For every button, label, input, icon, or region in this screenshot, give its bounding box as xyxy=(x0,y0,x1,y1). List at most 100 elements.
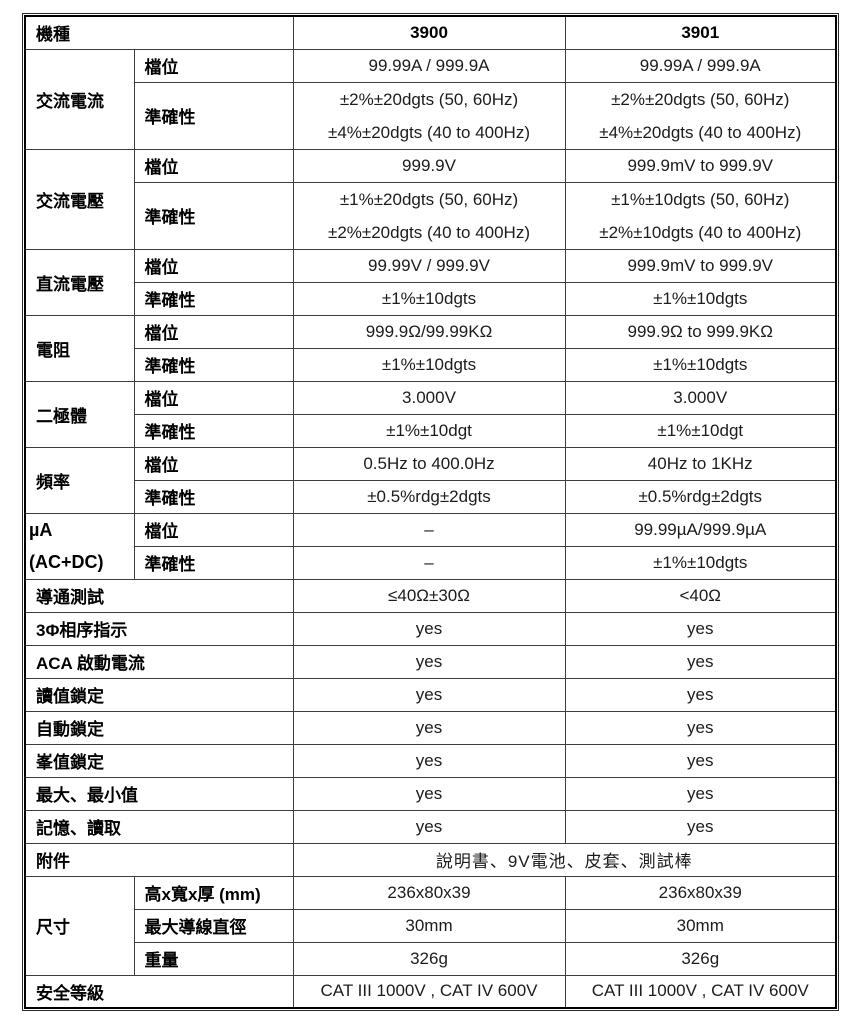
model-3900-header: 3900 xyxy=(292,15,566,50)
cell-dimensions-hwd-3900: 236x80x39 xyxy=(292,875,566,910)
cell-memory-read-3901: yes xyxy=(564,809,837,844)
resistance-range-label: 檔位 xyxy=(133,314,294,349)
accuracy-line: ±2%±20dgts (50, 60Hz) xyxy=(611,89,790,109)
accessories-label: 附件 xyxy=(24,842,294,877)
ac-current-range-row: 交流電流 檔位 99.99A / 999.9A 99.99A / 999.9A xyxy=(24,48,837,150)
cell-max-min-3900: yes xyxy=(292,776,566,811)
resistance-accuracy-label: 準確性 xyxy=(133,347,294,382)
cell-phase-sequence-3901: yes xyxy=(564,611,837,646)
dimensions-category: 尺寸 xyxy=(24,875,135,976)
cell-data-hold-3900: yes xyxy=(292,677,566,712)
cell-ac-voltage-accuracy-3900: ±1%±20dgts (50, 60Hz) ±2%±20dgts (40 to … xyxy=(292,181,566,250)
dc-voltage-range-row: 直流電壓 檔位 99.99V / 999.9V 999.9mV to 999.9… xyxy=(24,248,837,316)
cell-frequency-range-3901: 40Hz to 1KHz xyxy=(564,446,837,481)
microamp-accuracy-row: 準確性 – ±1%±10dgts xyxy=(25,545,837,580)
cell-ac-voltage-range-3900: 999.9V xyxy=(292,148,566,183)
ac-current-accuracy-label: 準確性 xyxy=(133,81,294,150)
cell-ac-current-range-3900: 99.99A / 999.9A xyxy=(292,48,566,83)
microamp-accuracy-label: 準確性 xyxy=(133,545,294,580)
ac-voltage-accuracy-label: 準確性 xyxy=(133,181,294,250)
frequency-accuracy-label: 準確性 xyxy=(133,479,294,514)
continuity-test-row: 導通測試 ≤40Ω±30Ω <40Ω xyxy=(24,578,837,613)
max-conductor-label: 最大導線直徑 xyxy=(133,908,294,943)
weight-label: 重量 xyxy=(133,941,294,976)
frequency-range-row: 頻率 檔位 0.5Hz to 400.0Hz 40Hz to 1KHz xyxy=(24,446,837,514)
frequency-category: 頻率 xyxy=(24,446,135,514)
resistance-accuracy-row: 準確性 ±1%±10dgts ±1%±10dgts xyxy=(25,347,837,382)
cell-weight-3900: 326g xyxy=(292,941,566,976)
cell-dc-voltage-range-3901: 999.9mV to 999.9V xyxy=(564,248,837,283)
accuracy-line: ±2%±10dgts (40 to 400Hz) xyxy=(599,222,802,242)
spec-table: 機種 3900 3901 交流電流 檔位 99.99A / 999.9A 99.… xyxy=(24,15,837,1009)
peak-hold-row: 峯值鎖定 yes yes xyxy=(24,743,837,778)
aca-inrush-label: ACA 啟動電流 xyxy=(24,644,294,679)
cell-dc-voltage-range-3900: 99.99V / 999.9V xyxy=(292,248,566,283)
model-header-label: 機種 xyxy=(24,15,294,50)
data-hold-row: 讀值鎖定 yes yes xyxy=(24,677,837,712)
cell-ac-current-range-3901: 99.99A / 999.9A xyxy=(564,48,837,83)
cell-ac-voltage-accuracy-3901: ±1%±10dgts (50, 60Hz) ±2%±10dgts (40 to … xyxy=(564,181,837,250)
cell-aca-inrush-3901: yes xyxy=(564,644,837,679)
cell-ac-voltage-range-3901: 999.9mV to 999.9V xyxy=(564,148,837,183)
cell-safety-3901: CAT III 1000V , CAT IV 600V xyxy=(564,974,837,1009)
cell-phase-sequence-3900: yes xyxy=(292,611,566,646)
data-hold-label: 讀值鎖定 xyxy=(24,677,294,712)
cell-dimensions-hwd-3901: 236x80x39 xyxy=(564,875,837,910)
ac-voltage-category: 交流電壓 xyxy=(24,148,135,250)
cell-frequency-range-3900: 0.5Hz to 400.0Hz xyxy=(292,446,566,481)
cell-microamp-accuracy-3900: – xyxy=(292,545,566,580)
resistance-range-row: 電阻 檔位 999.9Ω/99.99KΩ 999.9Ω to 999.9KΩ xyxy=(24,314,837,382)
cell-max-conductor-3901: 30mm xyxy=(564,908,837,943)
cell-safety-3900: CAT III 1000V , CAT IV 600V xyxy=(292,974,566,1009)
ac-voltage-range-label: 檔位 xyxy=(133,148,294,183)
cell-diode-range-3901: 3.000V xyxy=(564,380,837,415)
cell-auto-hold-3900: yes xyxy=(292,710,566,745)
diode-accuracy-row: 準確性 ±1%±10dgt ±1%±10dgt xyxy=(25,413,837,448)
cell-aca-inrush-3900: yes xyxy=(292,644,566,679)
dc-voltage-accuracy-row: 準確性 ±1%±10dgts ±1%±10dgts xyxy=(25,281,837,316)
cell-resistance-accuracy-3901: ±1%±10dgts xyxy=(564,347,837,382)
accuracy-line: ±1%±10dgts (50, 60Hz) xyxy=(611,189,790,209)
cell-diode-accuracy-3901: ±1%±10dgt xyxy=(564,413,837,448)
accuracy-line: ±4%±20dgts (40 to 400Hz) xyxy=(599,122,802,142)
cell-auto-hold-3901: yes xyxy=(564,710,837,745)
memory-read-row: 記憶、讀取 yes yes xyxy=(24,809,837,844)
diode-range-row: 二極體 檔位 3.000V 3.000V xyxy=(24,380,837,448)
diode-accuracy-label: 準確性 xyxy=(133,413,294,448)
cell-resistance-range-3900: 999.9Ω/99.99KΩ xyxy=(292,314,566,349)
header-row: 機種 3900 3901 xyxy=(24,15,837,50)
safety-rating-label: 安全等級 xyxy=(24,974,294,1009)
dc-voltage-accuracy-label: 準確性 xyxy=(133,281,294,316)
safety-rating-row: 安全等級 CAT III 1000V , CAT IV 600V CAT III… xyxy=(24,974,837,1009)
cell-microamp-range-3901: 99.99µA/999.9µA xyxy=(564,512,837,547)
max-min-label: 最大、最小值 xyxy=(24,776,294,811)
model-3901-header: 3901 xyxy=(564,15,837,50)
cell-peak-hold-3900: yes xyxy=(292,743,566,778)
accuracy-line: ±4%±20dgts (40 to 400Hz) xyxy=(328,122,530,142)
microamp-category: µA (AC+DC) xyxy=(24,512,135,580)
cell-frequency-accuracy-3901: ±0.5%rdg±2dgts xyxy=(564,479,837,514)
ac-voltage-range-row: 交流電壓 檔位 999.9V 999.9mV to 999.9V xyxy=(24,148,837,250)
ac-current-accuracy-row: 準確性 ±2%±20dgts (50, 60Hz) ±4%±20dgts (40… xyxy=(25,81,837,150)
auto-hold-label: 自動鎖定 xyxy=(24,710,294,745)
cell-continuity-3900: ≤40Ω±30Ω xyxy=(292,578,566,613)
resistance-category: 電阻 xyxy=(24,314,135,382)
peak-hold-label: 峯值鎖定 xyxy=(24,743,294,778)
dc-voltage-category: 直流電壓 xyxy=(24,248,135,316)
ac-current-range-label: 檔位 xyxy=(133,48,294,83)
auto-hold-row: 自動鎖定 yes yes xyxy=(24,710,837,745)
cell-data-hold-3901: yes xyxy=(564,677,837,712)
microamp-range-label: 檔位 xyxy=(133,512,294,547)
dimensions-hwd-label: 高x寬x厚 (mm) xyxy=(133,875,294,910)
cell-ac-current-accuracy-3900: ±2%±20dgts (50, 60Hz) ±4%±20dgts (40 to … xyxy=(292,81,566,150)
accuracy-line: ±2%±20dgts (50, 60Hz) xyxy=(339,89,519,109)
phase-sequence-row: 3Φ相序指示 yes yes xyxy=(24,611,837,646)
aca-inrush-row: ACA 啟動電流 yes yes xyxy=(24,644,837,679)
diode-range-label: 檔位 xyxy=(133,380,294,415)
max-min-row: 最大、最小值 yes yes xyxy=(24,776,837,811)
cell-microamp-range-3900: – xyxy=(292,512,566,547)
accuracy-line: ±1%±20dgts (50, 60Hz) xyxy=(339,189,519,209)
cell-diode-accuracy-3900: ±1%±10dgt xyxy=(292,413,566,448)
cell-dc-voltage-accuracy-3901: ±1%±10dgts xyxy=(564,281,837,316)
cell-frequency-accuracy-3900: ±0.5%rdg±2dgts xyxy=(292,479,566,514)
